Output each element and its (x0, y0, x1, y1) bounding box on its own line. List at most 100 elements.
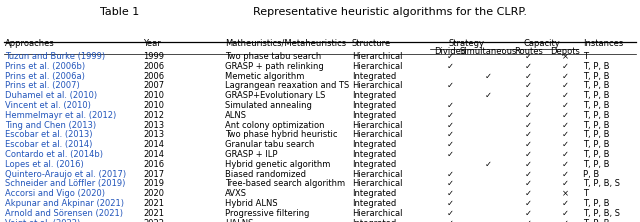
Text: Integrated: Integrated (352, 199, 396, 208)
Text: Hierarchical: Hierarchical (352, 81, 403, 90)
Text: ✓: ✓ (447, 62, 454, 71)
Text: ✓: ✓ (525, 111, 532, 120)
Text: ✓: ✓ (561, 140, 568, 149)
Text: Tuzun and Burke (1999): Tuzun and Burke (1999) (5, 52, 105, 61)
Text: Structure: Structure (352, 39, 391, 48)
Text: ✓: ✓ (561, 121, 568, 130)
Text: ✓: ✓ (561, 150, 568, 159)
Text: Integrated: Integrated (352, 160, 396, 169)
Text: ✓: ✓ (525, 170, 532, 179)
Text: GRASP+Evolutionary LS: GRASP+Evolutionary LS (225, 91, 325, 100)
Text: ✓: ✓ (485, 91, 492, 100)
Text: T, P, B: T, P, B (583, 121, 609, 130)
Text: T, P, B: T, P, B (583, 150, 609, 159)
Text: Hierarchical: Hierarchical (352, 209, 403, 218)
Text: ✓: ✓ (525, 150, 532, 159)
Text: Hierarchical: Hierarchical (352, 52, 403, 61)
Text: Divided: Divided (435, 47, 467, 56)
Text: Lagrangean reaxation and TS: Lagrangean reaxation and TS (225, 81, 349, 90)
Text: T, P, B: T, P, B (583, 91, 609, 100)
Text: T, P, B: T, P, B (583, 81, 609, 90)
Text: ✓: ✓ (447, 140, 454, 149)
Text: 2016: 2016 (143, 160, 164, 169)
Text: ✓: ✓ (525, 219, 532, 222)
Text: ✓: ✓ (561, 111, 568, 120)
Text: ✓: ✓ (447, 111, 454, 120)
Text: 2019: 2019 (143, 179, 164, 188)
Text: ✓: ✓ (561, 199, 568, 208)
Text: 2012: 2012 (143, 111, 164, 120)
Text: GRASP + path relinking: GRASP + path relinking (225, 62, 324, 71)
Text: Vincent et al. (2010): Vincent et al. (2010) (5, 101, 91, 110)
Text: P, B: P, B (583, 170, 599, 179)
Text: ✓: ✓ (561, 219, 568, 222)
Text: Hierarchical: Hierarchical (352, 121, 403, 130)
Text: Progressive filtering: Progressive filtering (225, 209, 309, 218)
Text: Routes: Routes (514, 47, 543, 56)
Text: T, P, B: T, P, B (583, 101, 609, 110)
Text: ✓: ✓ (447, 130, 454, 139)
Text: Duhamel et al. (2010): Duhamel et al. (2010) (5, 91, 97, 100)
Text: Capacity: Capacity (524, 39, 561, 48)
Text: ✓: ✓ (525, 189, 532, 198)
Text: ✓: ✓ (447, 209, 454, 218)
Text: Simulated annealing: Simulated annealing (225, 101, 312, 110)
Text: 2021: 2021 (143, 209, 164, 218)
Text: 2014: 2014 (143, 140, 164, 149)
Text: ✓: ✓ (447, 121, 454, 130)
Text: Depots: Depots (550, 47, 580, 56)
Text: ✓: ✓ (447, 101, 454, 110)
Text: Akpunar and Akpinar (2021): Akpunar and Akpinar (2021) (5, 199, 124, 208)
Text: ✓: ✓ (525, 179, 532, 188)
Text: ✓: ✓ (447, 81, 454, 90)
Text: ×: × (561, 52, 568, 61)
Text: Accorsi and Vigo (2020): Accorsi and Vigo (2020) (5, 189, 105, 198)
Text: ✓: ✓ (561, 130, 568, 139)
Text: Integrated: Integrated (352, 91, 396, 100)
Text: ✓: ✓ (447, 189, 454, 198)
Text: Memetic algorithm: Memetic algorithm (225, 72, 305, 81)
Text: Biased randomized: Biased randomized (225, 170, 306, 179)
Text: Lopes et al. (2016): Lopes et al. (2016) (5, 160, 84, 169)
Text: GRASP + ILP: GRASP + ILP (225, 150, 278, 159)
Text: Integrated: Integrated (352, 189, 396, 198)
Text: 2013: 2013 (143, 121, 164, 130)
Text: 2006: 2006 (143, 72, 164, 81)
Text: Granular tabu search: Granular tabu search (225, 140, 314, 149)
Text: 2006: 2006 (143, 62, 164, 71)
Text: 2017: 2017 (143, 170, 164, 179)
Text: ✓: ✓ (525, 209, 532, 218)
Text: T, P, B: T, P, B (583, 219, 609, 222)
Text: AVXS: AVXS (225, 189, 247, 198)
Text: Two phase tabu search: Two phase tabu search (225, 52, 321, 61)
Text: Voigt et al. (2022): Voigt et al. (2022) (5, 219, 80, 222)
Text: T, P, B, S: T, P, B, S (583, 179, 620, 188)
Text: ✓: ✓ (525, 101, 532, 110)
Text: Table 1: Table 1 (100, 7, 140, 17)
Text: T, P, B: T, P, B (583, 111, 609, 120)
Text: Integrated: Integrated (352, 111, 396, 120)
Text: Hierarchical: Hierarchical (352, 130, 403, 139)
Text: Quintero-Araujo et al. (2017): Quintero-Araujo et al. (2017) (5, 170, 126, 179)
Text: ✓: ✓ (561, 179, 568, 188)
Text: ✓: ✓ (447, 52, 454, 61)
Text: Approaches: Approaches (5, 39, 55, 48)
Text: Integrated: Integrated (352, 101, 396, 110)
Text: T, P, B: T, P, B (583, 72, 609, 81)
Text: Hybrid ALNS: Hybrid ALNS (225, 199, 278, 208)
Text: Hemmelmayr et al. (2012): Hemmelmayr et al. (2012) (5, 111, 116, 120)
Text: 2021: 2021 (143, 199, 164, 208)
Text: 2014: 2014 (143, 150, 164, 159)
Text: ✓: ✓ (447, 219, 454, 222)
Text: ✓: ✓ (525, 199, 532, 208)
Text: Matheuristics/Metaheuristics: Matheuristics/Metaheuristics (225, 39, 346, 48)
Text: ✓: ✓ (561, 170, 568, 179)
Text: ✓: ✓ (485, 160, 492, 169)
Text: Tree-based search algorithm: Tree-based search algorithm (225, 179, 345, 188)
Text: Representative heuristic algorithms for the CLRP.: Representative heuristic algorithms for … (253, 7, 527, 17)
Text: ✓: ✓ (525, 121, 532, 130)
Text: T, P, B: T, P, B (583, 62, 609, 71)
Text: Two phase hybrid heuristic: Two phase hybrid heuristic (225, 130, 337, 139)
Text: Prins et al. (2006a): Prins et al. (2006a) (5, 72, 85, 81)
Text: ✓: ✓ (561, 91, 568, 100)
